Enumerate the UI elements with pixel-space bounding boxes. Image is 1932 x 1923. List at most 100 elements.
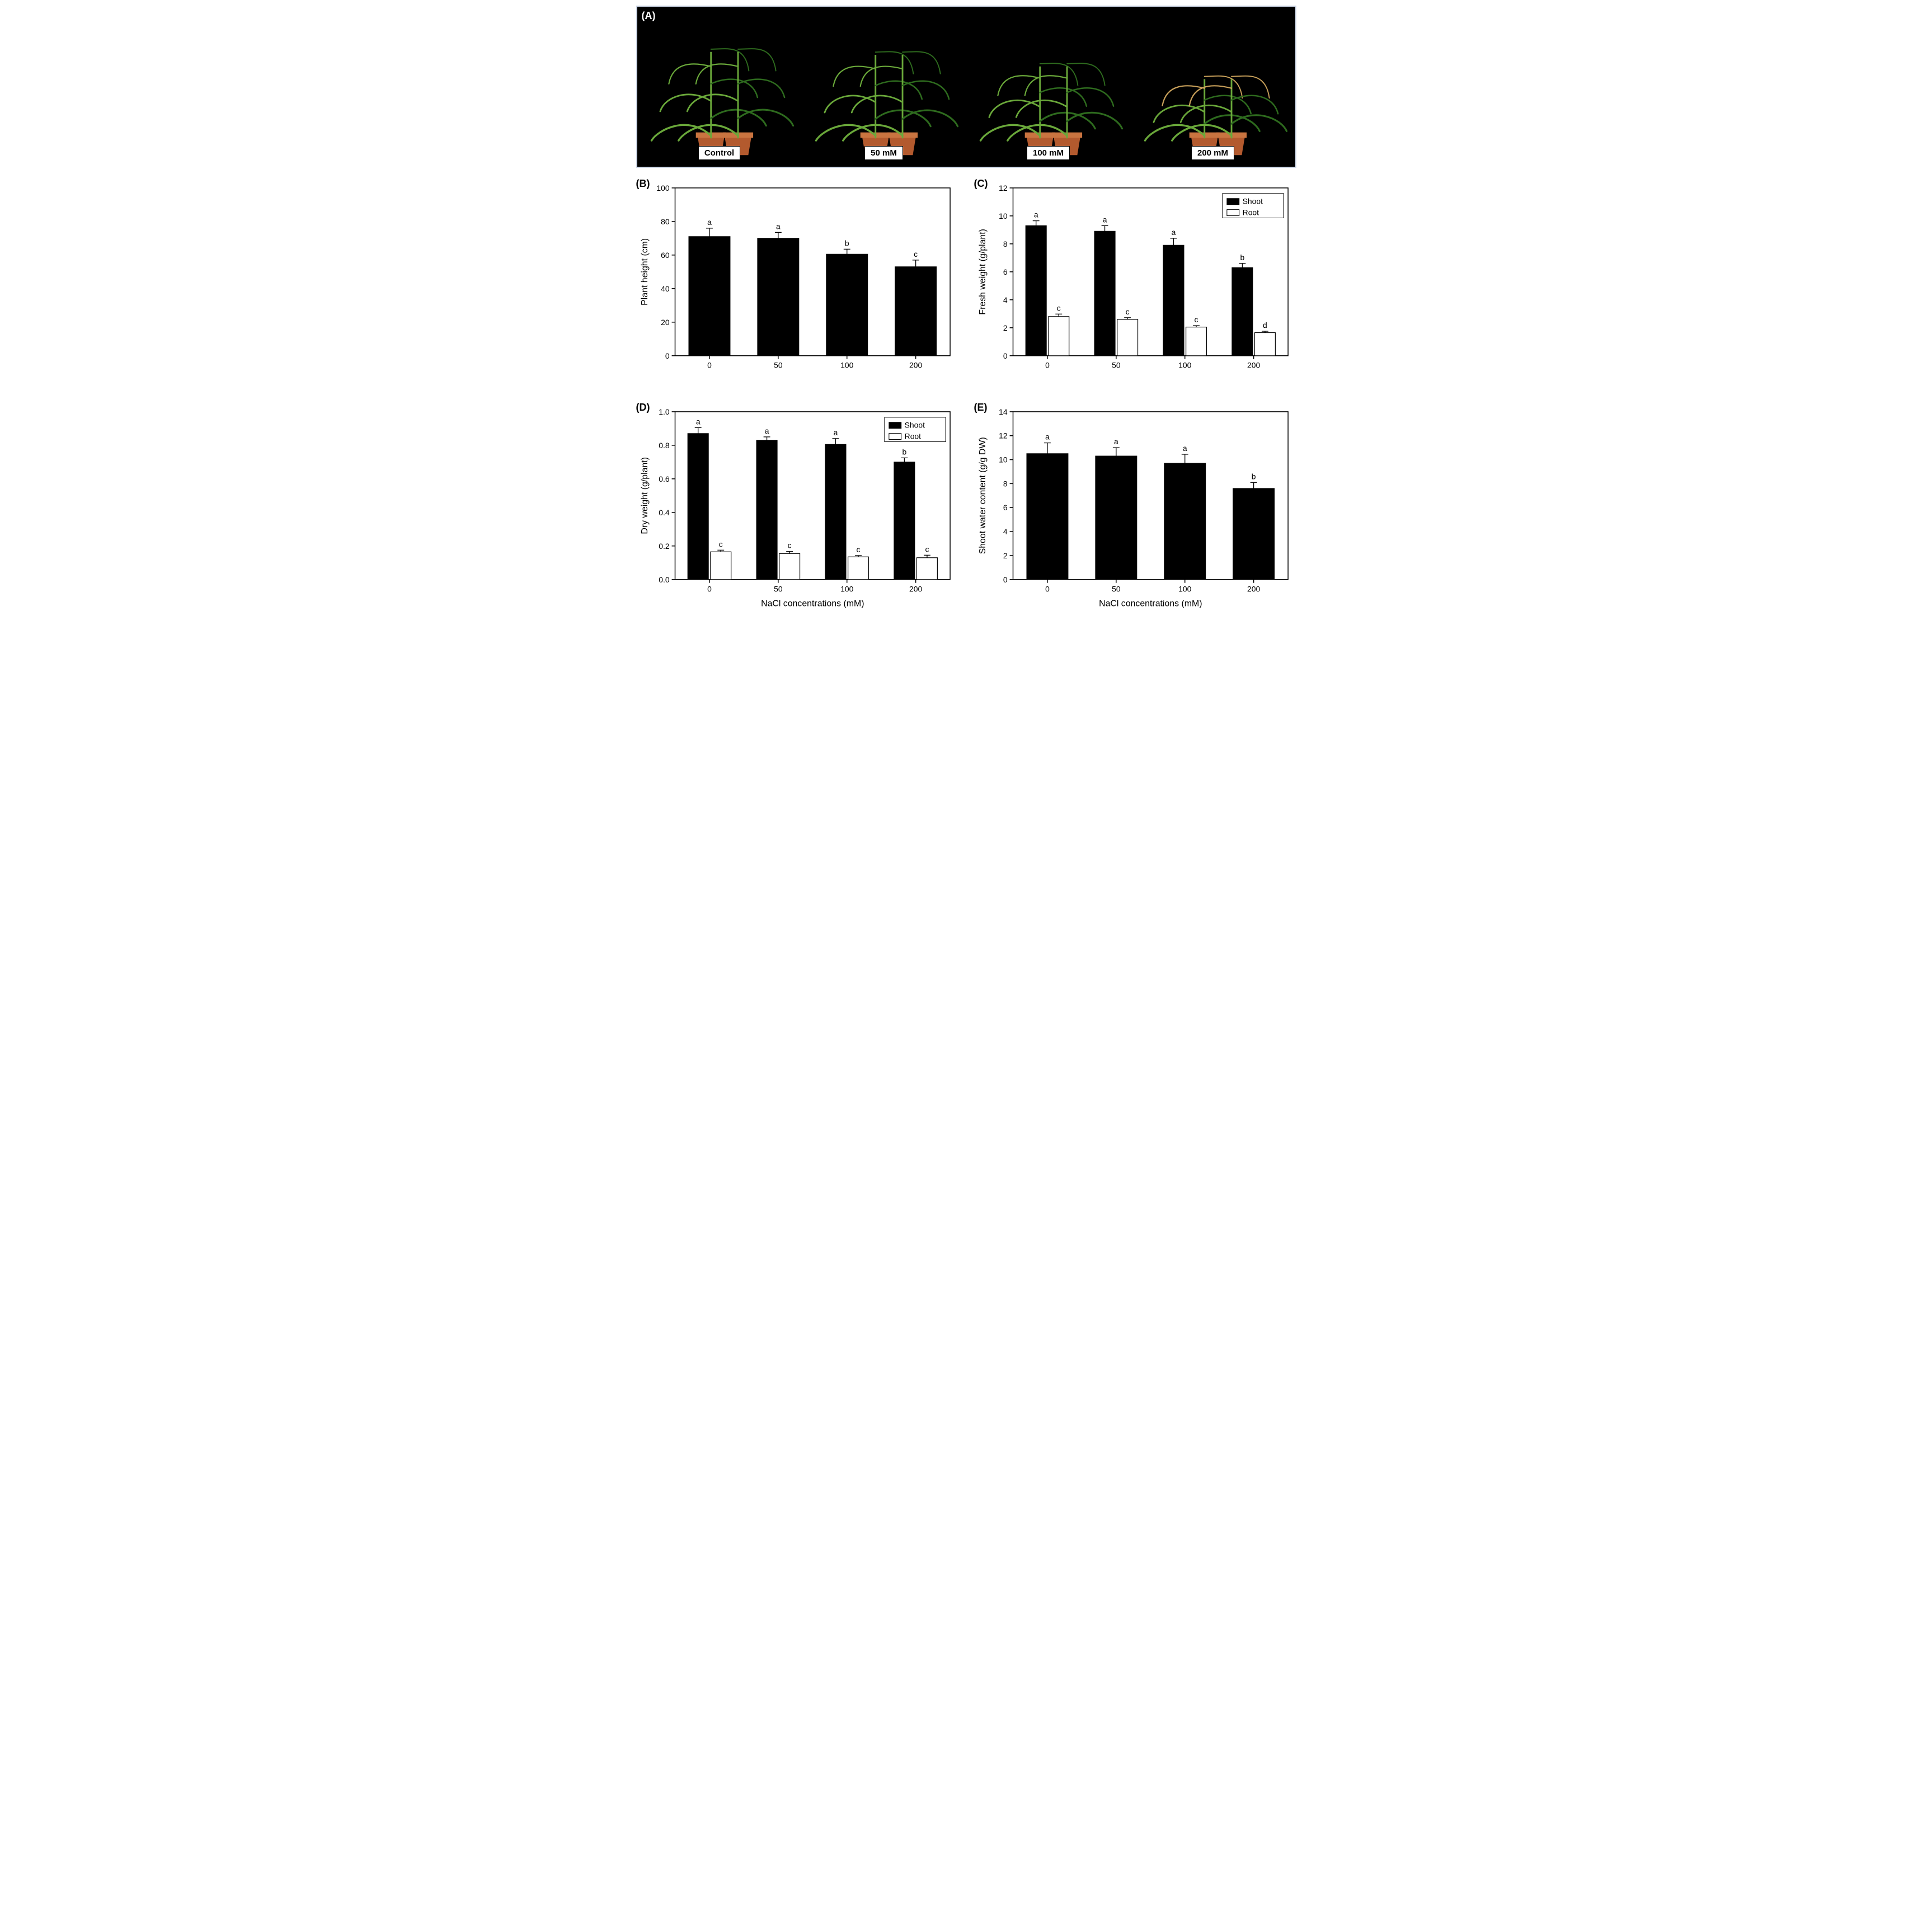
- svg-text:a: a: [1171, 228, 1176, 237]
- svg-text:a: a: [1045, 432, 1050, 441]
- svg-text:a: a: [764, 426, 769, 435]
- plant-control: Control: [643, 31, 795, 160]
- svg-text:100: 100: [840, 361, 853, 370]
- svg-text:0.2: 0.2: [659, 542, 670, 551]
- panel-b-letter: (B): [636, 178, 650, 190]
- svg-text:0.6: 0.6: [659, 474, 670, 483]
- svg-text:0: 0: [707, 585, 712, 594]
- svg-text:0: 0: [1045, 361, 1050, 370]
- plant-illustration: [1137, 31, 1288, 159]
- plant-illustration: [808, 31, 959, 159]
- svg-text:a: a: [1033, 210, 1038, 219]
- svg-text:20: 20: [661, 318, 670, 327]
- svg-text:4: 4: [1003, 527, 1007, 536]
- svg-text:NaCl concentrations (mM): NaCl concentrations (mM): [761, 599, 864, 609]
- panel-e-letter: (E): [974, 402, 988, 413]
- plant-100-mm: 100 mM: [972, 31, 1124, 160]
- svg-text:d: d: [1263, 321, 1267, 330]
- svg-text:0.0: 0.0: [659, 575, 670, 584]
- svg-text:a: a: [1113, 438, 1118, 446]
- svg-text:40: 40: [661, 284, 670, 293]
- svg-text:100: 100: [1178, 361, 1191, 370]
- svg-text:Root: Root: [904, 432, 920, 441]
- svg-text:Fresh weight (g/plant): Fresh weight (g/plant): [977, 229, 987, 315]
- svg-text:c: c: [1194, 315, 1198, 324]
- svg-text:8: 8: [1003, 239, 1007, 248]
- svg-text:0: 0: [1003, 351, 1007, 360]
- svg-text:60: 60: [661, 251, 670, 260]
- svg-text:200: 200: [909, 361, 922, 370]
- panel-c-letter: (C): [974, 178, 988, 190]
- treatment-label: Control: [698, 146, 740, 160]
- svg-text:Shoot water content (g/g DW): Shoot water content (g/g DW): [977, 438, 987, 554]
- svg-text:10: 10: [999, 211, 1008, 220]
- svg-text:a: a: [695, 417, 700, 426]
- svg-text:50: 50: [1112, 361, 1121, 370]
- svg-text:a: a: [833, 428, 838, 437]
- svg-text:0: 0: [1003, 575, 1007, 584]
- svg-text:Shoot: Shoot: [904, 421, 924, 430]
- svg-text:0: 0: [707, 361, 712, 370]
- svg-text:100: 100: [840, 585, 853, 594]
- svg-text:0: 0: [1045, 585, 1050, 594]
- panel-b-chart: (B) 0 20 40 60 80 100 Plant height (cm) a a b c 0 50…: [636, 178, 958, 392]
- treatment-label: 50 mM: [864, 146, 903, 160]
- svg-text:0: 0: [665, 351, 669, 360]
- svg-text:c: c: [1056, 303, 1060, 312]
- svg-text:a: a: [1182, 444, 1187, 453]
- svg-text:2: 2: [1003, 323, 1007, 332]
- panel-a-letter: (A): [642, 10, 656, 22]
- panel-a-photo-row: (A) Control 50 mM 100 mM 200 mM: [636, 6, 1296, 168]
- multi-panel-figure: (A) Control50 mM100 mM200 mM (B) 0204060…: [631, 0, 1302, 622]
- svg-text:0.4: 0.4: [659, 508, 670, 517]
- svg-text:c: c: [1125, 307, 1129, 316]
- svg-text:c: c: [787, 541, 791, 550]
- chart-svg: 0 20 40 60 80 100 Plant height (cm) a a b c 0 50 100 2…: [636, 178, 958, 389]
- svg-text:100: 100: [1178, 585, 1191, 594]
- svg-text:4: 4: [1003, 295, 1007, 304]
- svg-text:c: c: [718, 540, 722, 549]
- svg-text:c: c: [914, 250, 918, 258]
- svg-text:0.8: 0.8: [659, 441, 670, 450]
- panel-d-letter: (D): [636, 402, 650, 413]
- svg-text:50: 50: [1112, 585, 1121, 594]
- svg-text:a: a: [775, 222, 780, 231]
- svg-text:50: 50: [774, 361, 783, 370]
- chart-svg: 0 2 4 6 8 10 12 14 Shoot water content (g/g DW) a…: [974, 402, 1296, 613]
- svg-text:Dry weight (g/plant): Dry weight (g/plant): [640, 457, 649, 534]
- svg-text:c: c: [925, 545, 929, 554]
- svg-text:b: b: [844, 238, 849, 247]
- svg-text:10: 10: [999, 455, 1008, 464]
- svg-text:a: a: [1102, 215, 1107, 224]
- panel-e-chart: (E) 0 2 4 6 8 10 12 14 Shoot water content (g/g …: [974, 402, 1296, 615]
- plant-50-mm: 50 mM: [808, 31, 959, 160]
- chart-svg: 0.00.20.40.60.81.0Dry weight (g/plant)ac…: [636, 402, 958, 613]
- treatment-label: 200 mM: [1191, 146, 1234, 160]
- svg-text:6: 6: [1003, 504, 1007, 513]
- chart-grid: (B) 020406080100Plant height (cm)aabc050…: [636, 178, 1296, 616]
- svg-text:200: 200: [1247, 585, 1260, 594]
- svg-text:200: 200: [909, 585, 922, 594]
- panel-d-chart: (D) 0.00.20.40.60.81.0Dry weight (g/plan…: [636, 402, 958, 615]
- svg-text:b: b: [1240, 253, 1244, 262]
- svg-text:100: 100: [656, 184, 669, 192]
- svg-text:Root: Root: [1242, 208, 1258, 217]
- plant-illustration: [972, 31, 1124, 159]
- svg-text:a: a: [707, 218, 712, 227]
- svg-text:14: 14: [999, 407, 1008, 416]
- treatment-label: 100 mM: [1027, 146, 1070, 160]
- plant-illustration: [643, 31, 795, 159]
- svg-text:50: 50: [774, 585, 783, 594]
- svg-text:80: 80: [661, 217, 670, 226]
- svg-text:12: 12: [999, 184, 1008, 192]
- svg-text:6: 6: [1003, 267, 1007, 276]
- svg-text:2: 2: [1003, 551, 1007, 560]
- svg-text:c: c: [856, 545, 860, 554]
- svg-text:12: 12: [999, 431, 1008, 440]
- panel-c-chart: (C) 0 2 4 6 8 10 12 Fresh weight (g/plant) a c a c a…: [974, 178, 1296, 392]
- svg-text:NaCl concentrations (mM): NaCl concentrations (mM): [1099, 599, 1202, 609]
- svg-text:8: 8: [1003, 479, 1007, 488]
- svg-text:Plant height (cm): Plant height (cm): [640, 238, 649, 305]
- svg-text:b: b: [902, 448, 906, 457]
- svg-text:b: b: [1251, 472, 1256, 481]
